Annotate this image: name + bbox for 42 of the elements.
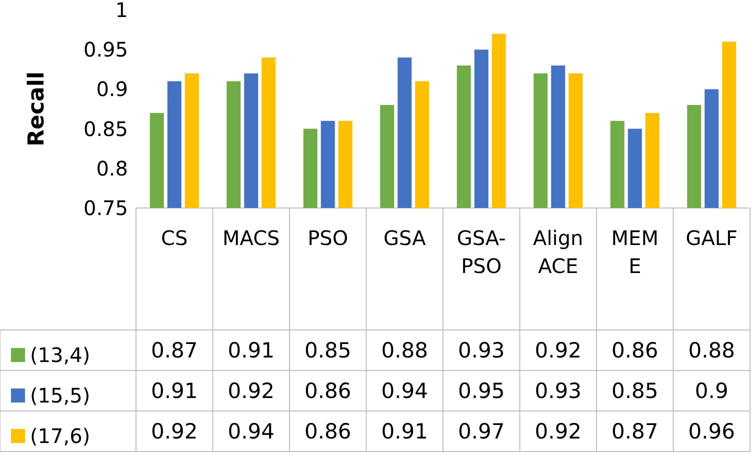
x-tick-label: MEME: [611, 226, 658, 278]
x-tick-label: GSA: [384, 226, 426, 250]
data-label: 0.96: [688, 419, 736, 444]
legend-label: (15,5): [30, 384, 90, 408]
data-label: 0.88: [381, 338, 428, 362]
data-label: 0.85: [304, 338, 352, 362]
x-tick-label: GALF: [686, 226, 738, 250]
data-label: 0.86: [304, 378, 352, 403]
data-label: 0.86: [304, 419, 352, 444]
y-tick-label: 0.75: [83, 196, 128, 220]
y-tick-label: 1: [115, 0, 128, 22]
data-label: 0.92: [228, 378, 275, 403]
y-axis-title: Recall: [24, 72, 50, 146]
y-tick-label: 0.8: [96, 156, 128, 180]
y-tick-label: 0.85: [83, 116, 128, 141]
data-label: 0.94: [381, 378, 428, 403]
x-tick-label: MACS: [222, 226, 280, 250]
data-label: 0.86: [611, 338, 658, 362]
legend-label: (17,6): [30, 424, 90, 448]
legend-label: (13,4): [30, 343, 90, 367]
data-label: 0.87: [150, 338, 198, 362]
data-label: 0.92: [534, 419, 582, 444]
data-label: 0.91: [381, 419, 428, 444]
data-label: 0.87: [611, 419, 658, 444]
data-label: 0.95: [458, 378, 505, 403]
data-label: 0.9: [694, 378, 728, 403]
y-tick-label: 0.95: [83, 38, 128, 62]
data-label: 0.88: [688, 338, 736, 362]
data-label: 0.91: [150, 378, 198, 403]
x-tick-label: GSA-PSO: [456, 226, 506, 278]
data-label: 0.92: [534, 338, 582, 362]
data-label: 0.94: [228, 419, 275, 444]
x-tick-label: PSO: [308, 226, 348, 250]
data-label: 0.97: [458, 419, 505, 444]
x-tick-label: AlignACE: [533, 226, 584, 278]
data-label: 0.93: [458, 338, 505, 362]
data-label: 0.85: [611, 378, 658, 403]
x-tick-label: CS: [161, 226, 188, 250]
data-label: 0.91: [228, 338, 275, 362]
data-label: 0.92: [150, 419, 198, 444]
y-tick-label: 0.9: [96, 77, 128, 102]
data-label: 0.93: [534, 378, 582, 403]
